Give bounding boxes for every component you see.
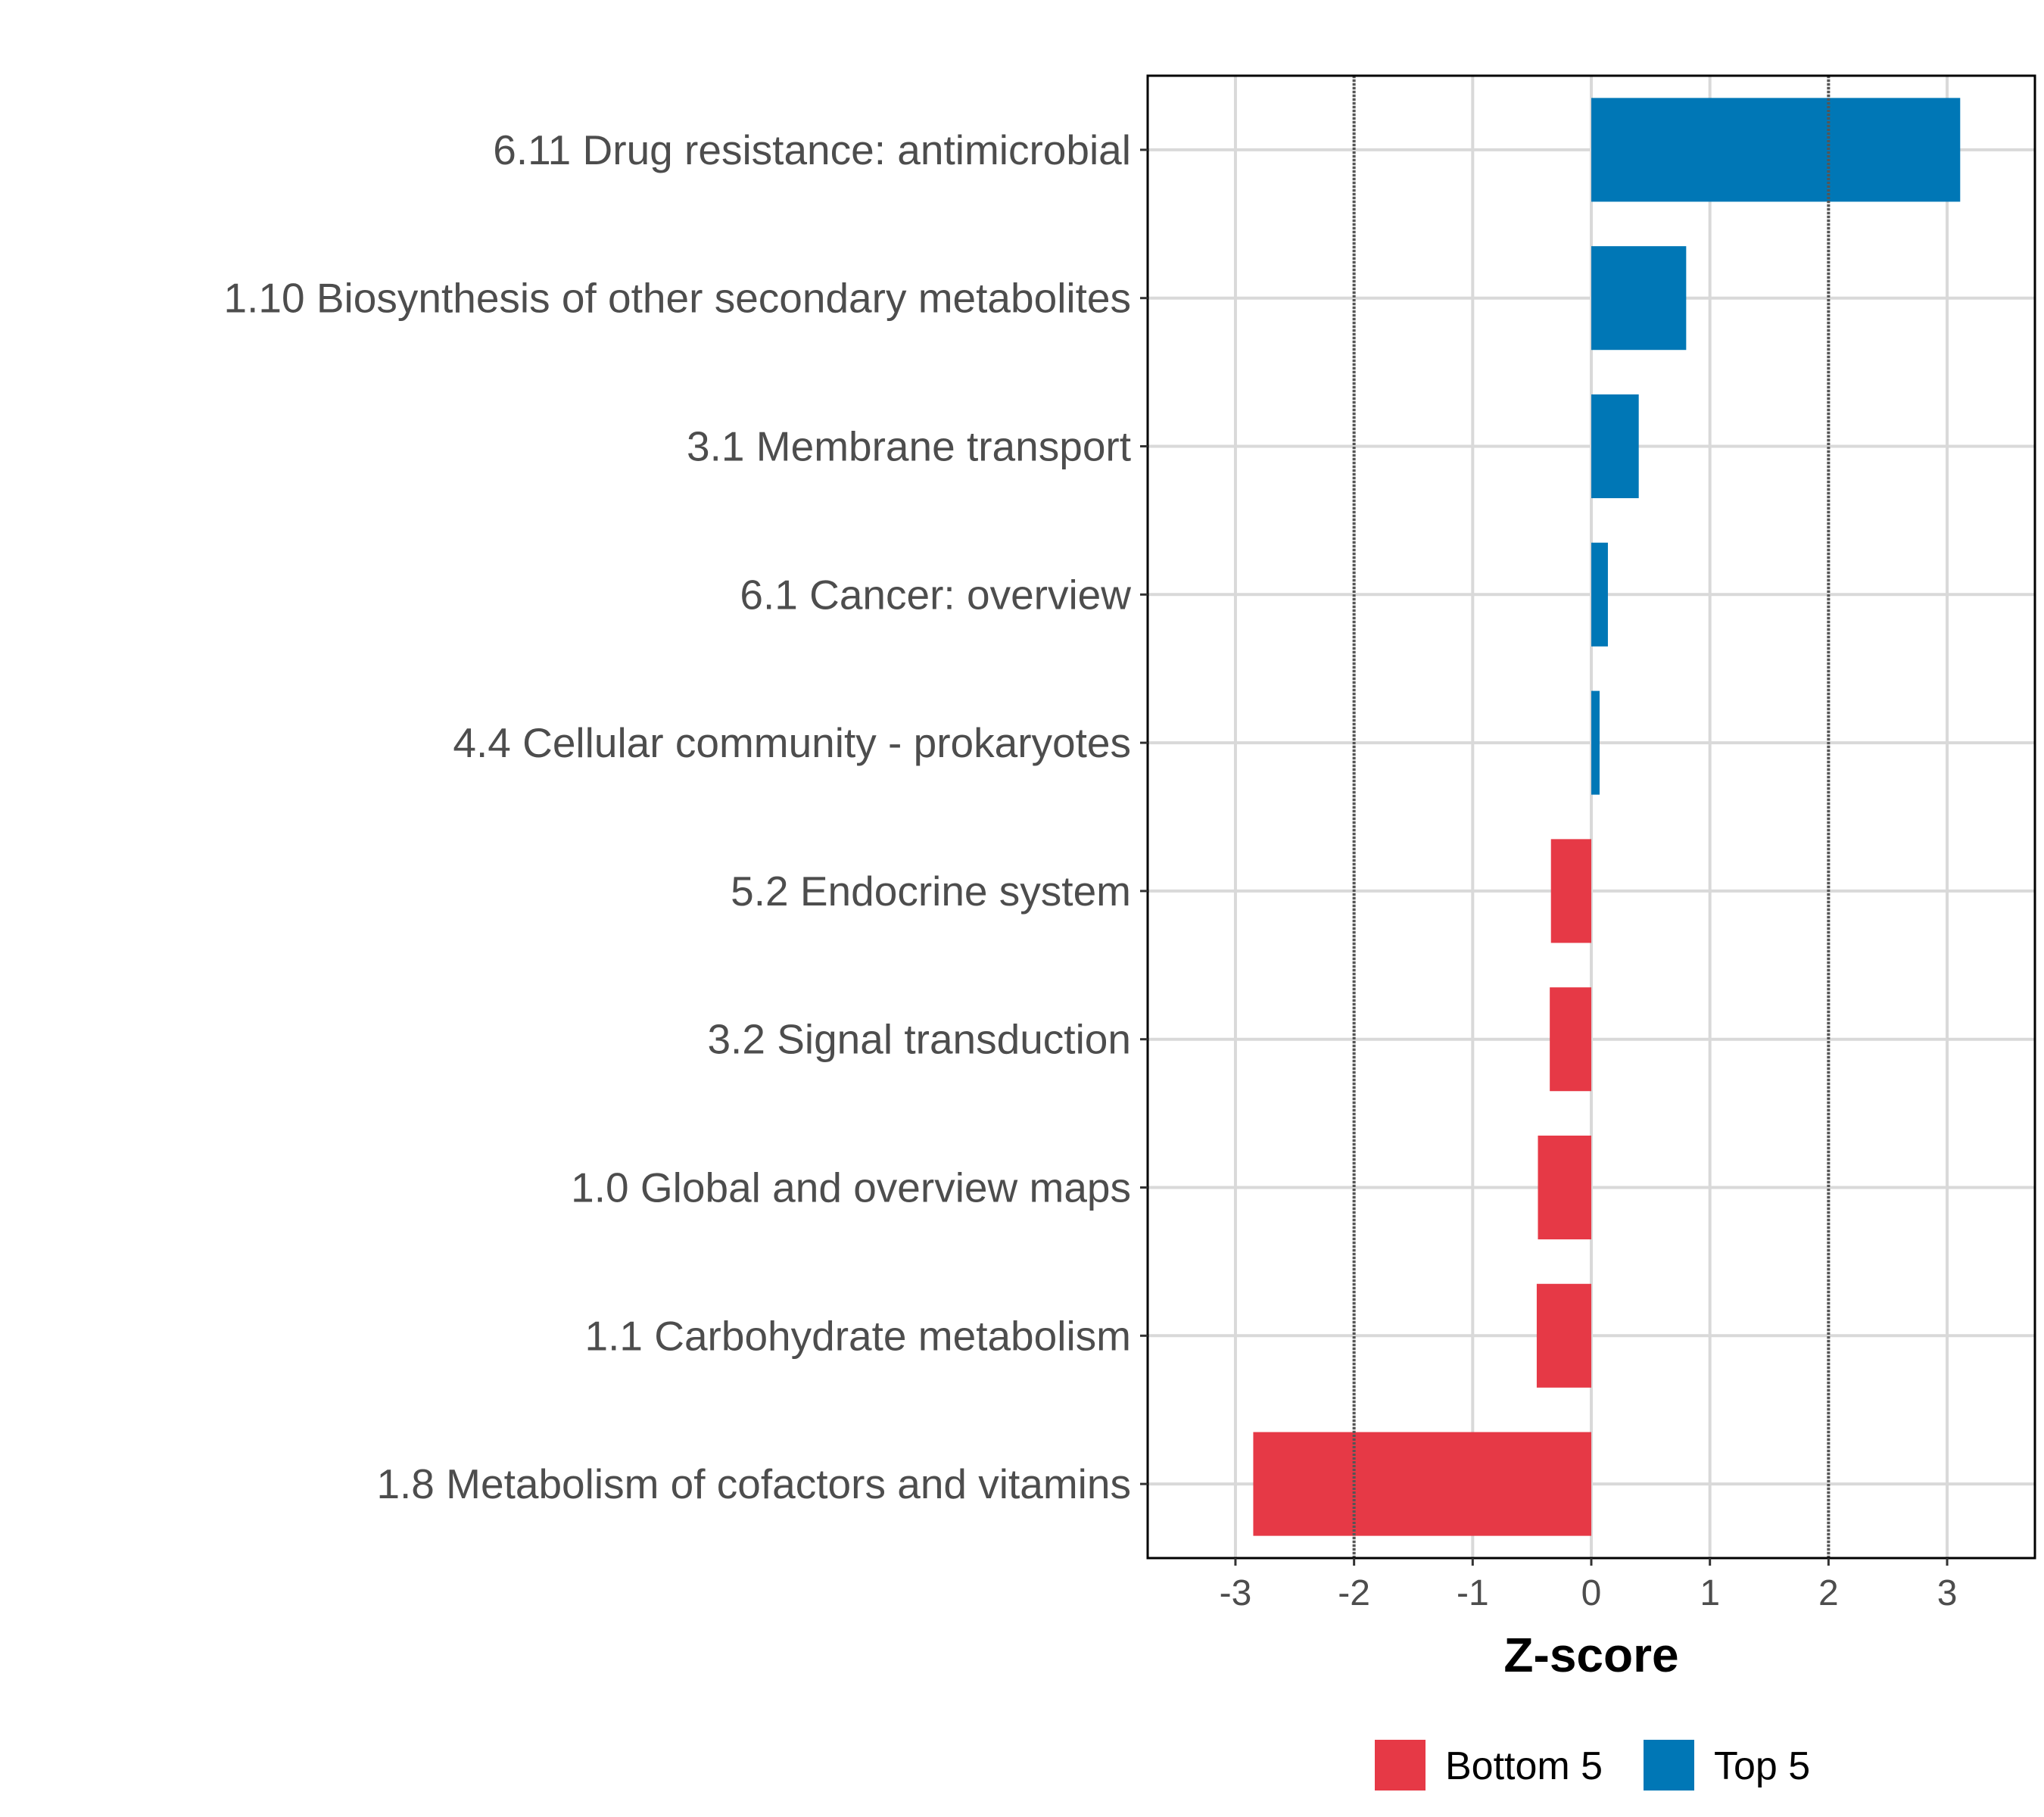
bar: [1591, 246, 1687, 351]
bar: [1538, 1135, 1591, 1240]
y-tick-label: 1.10 Biosynthesis of other secondary met…: [224, 275, 1131, 322]
bar: [1591, 394, 1639, 499]
y-tick-label: 3.2 Signal transduction: [707, 1016, 1131, 1063]
x-tick-label: -2: [1338, 1573, 1370, 1613]
x-tick-label: 0: [1581, 1573, 1602, 1613]
y-tick-label: 4.4 Cellular community - prokaryotes: [453, 719, 1131, 766]
y-tick-label: 1.1 Carbohydrate metabolism: [585, 1312, 1131, 1359]
x-tick-label: -1: [1457, 1573, 1489, 1613]
bar: [1536, 1283, 1591, 1388]
x-axis-title: Z-score: [1503, 1628, 1678, 1682]
legend-item: Bottom 5: [1375, 1740, 1603, 1791]
bar: [1591, 98, 1961, 202]
y-tick-label: 1.0 Global and overview maps: [571, 1164, 1131, 1211]
x-tick-label: 3: [1937, 1573, 1958, 1613]
legend-item: Top 5: [1644, 1740, 1810, 1791]
legend-key: [1375, 1740, 1426, 1791]
bar: [1550, 839, 1591, 943]
bar: [1253, 1432, 1591, 1536]
legend-label: Top 5: [1714, 1744, 1810, 1788]
x-tick-label: -3: [1220, 1573, 1252, 1613]
y-tick-label: 5.2 Endocrine system: [731, 868, 1131, 915]
x-tick-label: 2: [1818, 1573, 1839, 1613]
bar: [1591, 542, 1608, 647]
y-tick-label: 6.1 Cancer: overview: [740, 571, 1131, 618]
legend-key: [1644, 1740, 1694, 1791]
y-tick-label: 6.11 Drug resistance: antimicrobial: [493, 126, 1131, 173]
x-tick-label: 1: [1700, 1573, 1720, 1613]
y-tick-label: 3.1 Membrane transport: [687, 423, 1131, 470]
bar: [1550, 987, 1591, 1092]
y-tick-label: 1.8 Metabolism of cofactors and vitamins: [376, 1460, 1131, 1507]
bar: [1591, 690, 1600, 795]
legend-label: Bottom 5: [1445, 1744, 1603, 1788]
